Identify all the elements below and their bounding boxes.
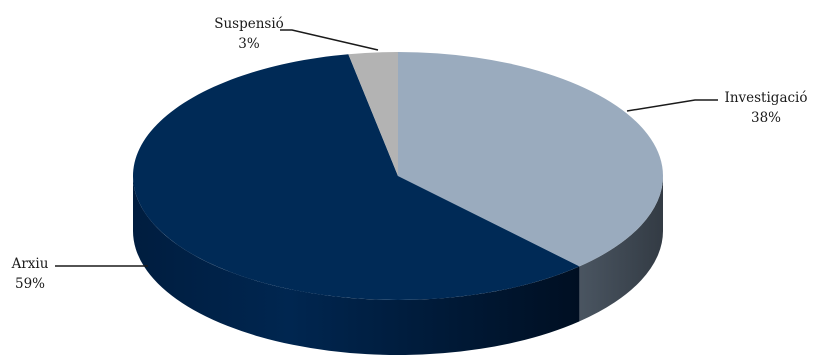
label-investigacio-pct: 38% xyxy=(751,110,781,126)
label-suspensio-name: Suspensió xyxy=(214,16,284,32)
label-investigacio: Investigació 38% xyxy=(724,90,807,126)
pie-slice-arxiu xyxy=(132,54,580,300)
label-arxiu: Arxiu 59% xyxy=(11,256,49,292)
label-investigacio-name: Investigació xyxy=(724,90,807,106)
label-suspensio: Suspensió 3% xyxy=(214,16,284,52)
label-arxiu-pct: 59% xyxy=(15,276,45,292)
pie-slice-investigacio xyxy=(398,52,663,267)
leader-line-suspensio xyxy=(280,29,379,51)
pie-side-investigacio xyxy=(579,176,663,322)
pie-tops xyxy=(132,52,663,300)
pie-slice-suspensio xyxy=(348,52,398,176)
label-suspensio-pct: 3% xyxy=(238,36,260,52)
pie-leader-lines xyxy=(55,29,718,267)
pie-sides xyxy=(133,176,663,355)
pie-side-arxiu xyxy=(133,176,580,355)
leader-line-investigacio xyxy=(626,99,718,112)
label-arxiu-name: Arxiu xyxy=(11,256,49,272)
